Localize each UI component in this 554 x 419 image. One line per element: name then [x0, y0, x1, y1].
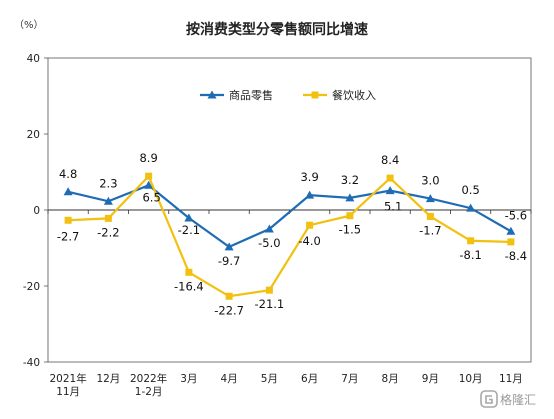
- x-tick-label: 6月: [301, 373, 318, 385]
- chart-title: 按消费类型分零售额同比增速: [186, 21, 368, 38]
- gelonghui-logo-icon: [480, 390, 498, 408]
- data-point-marker: [264, 224, 274, 233]
- y-tick-label: -40: [23, 357, 40, 369]
- legend-label: 餐饮收入: [332, 88, 376, 102]
- data-label: -1.7: [419, 223, 441, 237]
- data-label: 3.9: [300, 170, 318, 184]
- data-point-marker: [145, 172, 153, 180]
- data-point-marker: [507, 238, 515, 246]
- data-point-marker: [506, 226, 516, 235]
- data-point-marker: [466, 203, 476, 212]
- y-tick-label: 0: [33, 205, 40, 217]
- data-label: 3.0: [421, 174, 439, 188]
- data-point-marker: [346, 212, 354, 220]
- data-label: 3.2: [341, 173, 359, 187]
- x-tick-label: 12月: [96, 373, 120, 385]
- data-label: -8.4: [505, 249, 527, 263]
- x-tick-label: 2022年 1-2月: [130, 372, 167, 398]
- data-point-marker: [385, 186, 395, 195]
- series-line-1: [68, 174, 511, 298]
- legend: 商品零售 餐饮收入: [200, 88, 376, 102]
- data-point-marker: [225, 292, 233, 300]
- y-axis-unit-label: （%）: [14, 19, 44, 31]
- data-labels: 4.8 2.3 6.5 -2.1 -9.7 -5.0 3.9 3.2 5.1 3.0 0.5 -5.6…: [57, 151, 527, 317]
- data-label: -1.5: [339, 223, 361, 237]
- data-point-marker: [345, 193, 355, 202]
- data-label: -22.7: [214, 303, 244, 317]
- data-label: -5.0: [258, 236, 280, 250]
- legend-label: 商品零售: [229, 88, 273, 102]
- legend-marker: [311, 91, 319, 99]
- x-tick-label: 10月: [459, 373, 483, 385]
- y-tick-label: 40: [27, 53, 40, 65]
- data-label: 6.5: [142, 190, 160, 204]
- data-point-marker: [185, 268, 193, 276]
- watermark: 格隆汇: [480, 390, 536, 408]
- data-point-marker: [103, 196, 113, 205]
- x-tick-label: 3月: [180, 373, 197, 385]
- y-tick-label: -20: [23, 281, 40, 293]
- data-point-marker: [265, 286, 273, 294]
- data-label: -2.2: [97, 225, 119, 239]
- data-label: -4.0: [298, 234, 320, 248]
- data-point-marker: [305, 190, 315, 199]
- data-label: 2.3: [99, 176, 117, 190]
- data-label: -21.1: [254, 297, 284, 311]
- axes: 40 20 0 -20 -40 2021年 11月 12月 2022年 1-2月 3月 4月 5月 6月 7…: [23, 53, 532, 398]
- x-tick-label: 2021年 11月: [50, 372, 87, 398]
- data-point-marker: [426, 212, 434, 220]
- data-point-marker: [63, 187, 73, 196]
- y-tick-label: 20: [27, 129, 40, 141]
- data-label: 0.5: [461, 183, 479, 197]
- data-point-marker: [64, 216, 72, 224]
- data-point-marker: [224, 242, 234, 251]
- data-label: 8.4: [381, 153, 399, 167]
- data-point-marker: [306, 221, 314, 229]
- legend-marker: [207, 90, 217, 99]
- data-point-marker: [467, 237, 475, 245]
- data-point-marker: [184, 213, 194, 222]
- data-label: -9.7: [218, 254, 240, 268]
- x-tick-label: 9月: [422, 373, 439, 385]
- x-tick-label: 11月: [499, 373, 523, 385]
- data-point-marker: [386, 174, 394, 182]
- data-point-marker: [144, 180, 154, 189]
- data-label: -2.7: [57, 229, 79, 243]
- x-tick-label: 4月: [221, 373, 238, 385]
- data-label: -8.1: [459, 248, 481, 262]
- watermark-text: 格隆汇: [500, 392, 536, 407]
- series-line-0: [67, 184, 512, 249]
- x-tick-label: 5月: [261, 373, 278, 385]
- data-label: 8.9: [139, 151, 157, 165]
- x-tick-label: 7月: [341, 373, 358, 385]
- series-lines: [63, 172, 516, 300]
- data-label: -2.1: [178, 223, 200, 237]
- data-point-marker: [425, 194, 435, 203]
- data-label: -16.4: [174, 279, 204, 293]
- data-point-marker: [104, 214, 112, 222]
- x-tick-label: 8月: [382, 373, 399, 385]
- data-label: -5.6: [505, 208, 527, 222]
- data-label: 4.8: [59, 167, 77, 181]
- data-label: 5.1: [384, 200, 402, 214]
